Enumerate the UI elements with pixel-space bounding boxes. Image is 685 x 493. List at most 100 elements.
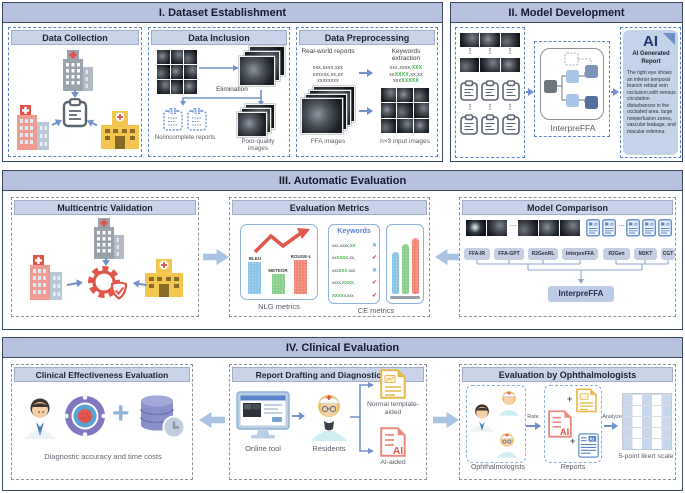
model-chip-interpreffa: InterpreFFA [562,248,598,260]
rouge-bar [294,260,307,294]
keywords-card-title: Keywords [337,228,371,235]
evaluation-metrics-title: Evaluation Metrics [232,200,427,215]
normal-template-doc-icon [576,388,597,413]
resident-avatar [311,395,347,441]
ophthalmologists-box [466,385,526,463]
section-model-development: II. Model Development ⋮ ⋮ ⋮ ⋮ ⋮ ⋮ [450,2,683,162]
keyword-row: xxxx,XXXX, ✔ [332,277,377,289]
bleu-label: BLEU [248,256,262,261]
panel-data-inclusion: Data Inclusion Elimination [148,27,290,157]
analyze-label: Analyze [602,414,622,420]
model-chip-ffa-gpt: FFA-GPT [494,248,524,260]
model-chip-cgt: CGT [661,248,675,260]
comparison-image-5 [560,220,580,236]
clipboard-icon [62,98,88,128]
meteor-label: METEOR [268,268,288,273]
ce-bars-base [390,296,420,299]
image-grid-icon [157,50,197,94]
plus-icon: + [570,436,576,446]
input-images-label: n×3 input images [380,138,430,145]
data-collection-title: Data Collection [11,30,139,45]
likert-label: 5-point likert scale [618,453,674,460]
vdots-1: ⋮ ⋮ ⋮ [466,48,514,55]
nlg-metrics-card: BLEU METEOR ROUGE-L [240,224,318,300]
hdots: ⋯ [509,223,517,230]
reports-box: + AI + AI [544,385,602,463]
plus-icon: + [567,394,573,404]
image-strip-1 [460,33,520,47]
panel-multicentric-validation: Multicentric Validation [11,197,199,317]
keyword-row: xxXXXX,xx, ✔ [332,252,377,264]
panel-data-preprocessing: Data Preprocessing Real-world reports xx… [296,27,438,157]
keywords-extraction-label: Keywords extraction [391,48,421,63]
section-automatic-title: III. Automatic Evaluation [3,171,682,191]
hdots: ⋯ [618,223,625,230]
data-preprocessing-title: Data Preprocessing [299,30,435,45]
arrow-building-to-gear [102,258,110,266]
ai-report-card: AI AI Generated Report The right eye sho… [623,30,678,155]
section-automatic-evaluation: III. Automatic Evaluation Multicentric V… [2,170,683,330]
likert-scale-grid [622,393,672,450]
panel-model-comparison: Model Comparison ⋯ ⋯ FFA-IR FFA-GPT R2Ge… [459,197,676,317]
reports-label: Reports [560,464,586,471]
ai-logo: AI [643,33,658,50]
gray-hospital-icon [63,50,93,91]
arrow-reports-to-keywords [359,69,373,77]
keyword-text-lines: xxx,xxxx,XXX xxXXXX,xx,xx xxxXXXXX [389,65,423,84]
report-doc-icons-a [586,219,616,237]
report-text-lines: xxx,xxxx,xxx xxxxxx,xx,xx xxxxxxxx [312,65,344,84]
svg-text:AI: AI [560,427,569,437]
vdots-2: ⋮ ⋮ ⋮ [466,104,514,111]
model-nodes-icon [544,52,598,109]
model-comparison-title: Model Comparison [462,200,673,215]
nurse-avatar [498,391,520,416]
arrow-model-to-report [611,88,619,96]
arrow-tool-to-residents [292,412,305,420]
yellow-hospital-icon [101,111,139,149]
arrow-rate [526,422,541,430]
report-doc-icons-b [626,219,672,237]
trend-arrow-icon [253,228,310,254]
block-arrow-to-metrics [203,249,229,265]
block-arrow-drafting-to-ophthalmologists [433,412,459,428]
rouge-label: ROUGE-L [290,254,312,259]
cross-icon: ✕ [371,243,377,249]
panel-report-drafting: Report Drafting and Diagnostic Test Onli… [229,364,427,480]
check-icon: ✔ [371,280,377,287]
svg-text:AI: AI [393,446,403,457]
meteor-bar [272,274,285,294]
panel-training-data: ⋮ ⋮ ⋮ ⋮ ⋮ ⋮ [455,27,525,158]
rate-label: Rate [527,414,539,420]
clipboard-row-2 [460,114,520,135]
comparison-image-2 [487,220,507,236]
pink-hospital-icon [17,105,49,150]
doctor-avatar [470,404,494,432]
panel-ophthalmologist-evaluation: Evaluation by Ophthalmologists [459,364,676,480]
normal-aided-label: Normal template-aided [366,401,420,416]
nurse-avatar [496,433,518,458]
ce-bar-blue [392,252,399,294]
page-fold-icon [663,33,675,45]
panel-evaluation-metrics: Evaluation Metrics BLEU METEOR ROUGE-L N… [229,197,430,317]
panel-data-collection: Data Collection [8,27,142,157]
ce-bar-red [412,238,419,294]
clipboard-row-1 [460,80,520,101]
online-tool-label: Online tool [245,444,281,453]
nlg-caption: NLG metrics [258,302,300,311]
dashed-clipboards-icon [163,108,207,131]
elimination-label: Elimination [216,86,248,93]
online-tool-monitor-icon [236,391,290,439]
panel-interpreffa-model: InterpreFFA [534,41,610,137]
multicentric-title: Multicentric Validation [14,200,196,215]
ce-bar-green [402,244,409,294]
section-dataset-title: I. Dataset Establishment [3,3,442,23]
model-chip-m2kt: M2KT [634,248,657,260]
arrow-pink-to-clipboard [51,119,62,126]
residents-label: Residents [312,444,346,453]
doctor-avatar [24,398,56,439]
model-chip-r2genrl: R2GenRL [528,248,558,260]
ai-aided-doc-icon: AI [548,410,572,438]
poor-quality-label: Poor-quality images [241,138,275,153]
ai-aided-doc-icon: AI [380,427,406,457]
